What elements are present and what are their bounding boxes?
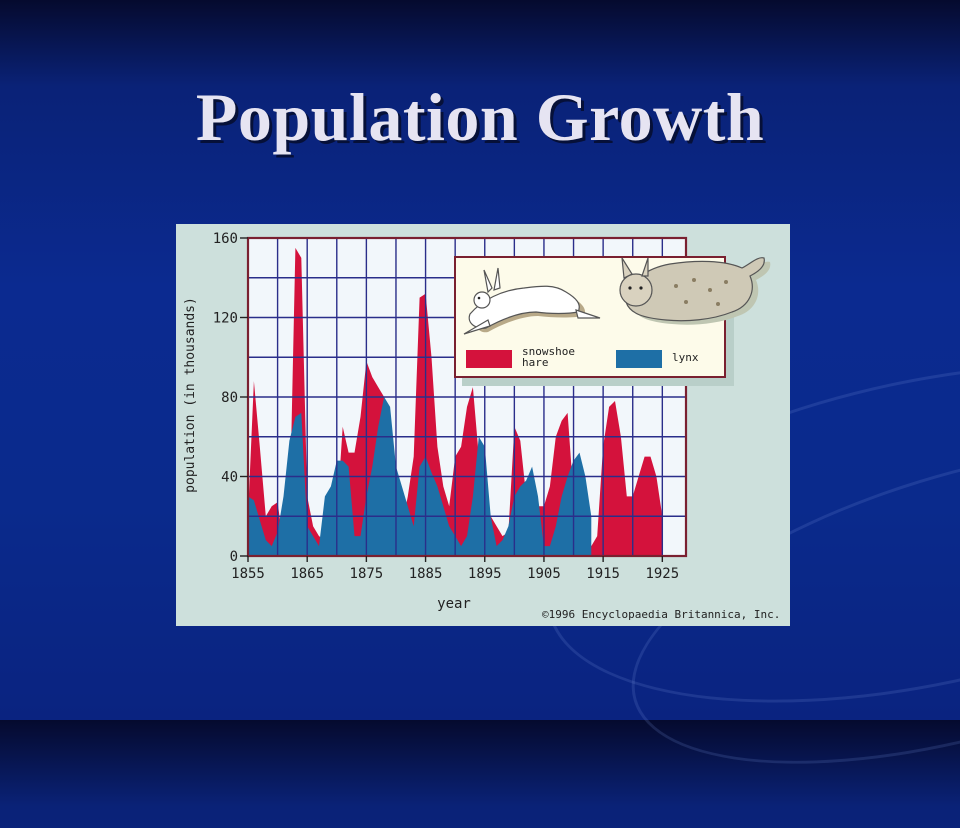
y-tick-label: 0 — [230, 549, 238, 565]
lynx-legend-swatch — [616, 350, 662, 368]
lynx-legend-label: lynx — [672, 351, 699, 364]
x-tick-label: 1905 — [527, 566, 561, 582]
hare-legend-swatch — [466, 350, 512, 368]
hare-population-area — [248, 247, 663, 556]
x-tick-label: 1895 — [468, 566, 502, 582]
hare-illustration — [463, 267, 601, 335]
x-tick-label: 1855 — [231, 566, 265, 582]
hare-legend-label: snowshoe hare — [522, 345, 575, 369]
x-tick-label: 1875 — [350, 566, 384, 582]
x-axis-label: year — [437, 596, 471, 612]
y-tick-label: 120 — [213, 311, 238, 327]
y-axis-label: population (in thousands) — [183, 297, 198, 493]
y-tick-label: 160 — [213, 231, 238, 247]
x-tick-label: 1865 — [290, 566, 324, 582]
lynx-illustration — [619, 257, 771, 325]
copyright-credit: ©1996 Encyclopaedia Britannica, Inc. — [542, 608, 781, 621]
y-tick-label: 80 — [221, 390, 238, 406]
chart-legend: snowshoe hare lynx — [454, 256, 771, 378]
x-tick-label: 1915 — [586, 566, 620, 582]
y-tick-label: 40 — [221, 470, 238, 486]
x-tick-label: 1885 — [409, 566, 443, 582]
x-tick-label: 1925 — [645, 566, 679, 582]
slide-title: Population Growth — [195, 79, 765, 155]
